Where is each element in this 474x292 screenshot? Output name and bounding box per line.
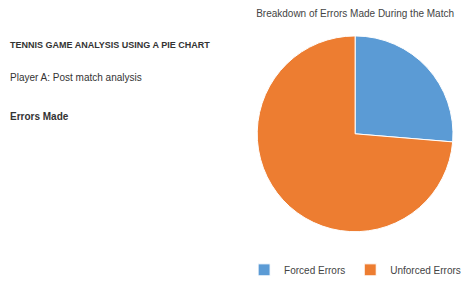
svg-text:Errors Made: Errors Made xyxy=(10,111,69,122)
svg-text:Breakdown of Errors Made Durin: Breakdown of Errors Made During the Matc… xyxy=(256,8,454,19)
svg-text:Player A: Post match analysis: Player A: Post match analysis xyxy=(10,72,142,83)
svg-text:Unforced Errors: Unforced Errors xyxy=(390,265,461,276)
svg-text:Forced Errors: Forced Errors xyxy=(284,265,345,276)
svg-text:TENNIS GAME ANALYSIS USING A P: TENNIS GAME ANALYSIS USING A PIE CHART xyxy=(10,40,210,50)
